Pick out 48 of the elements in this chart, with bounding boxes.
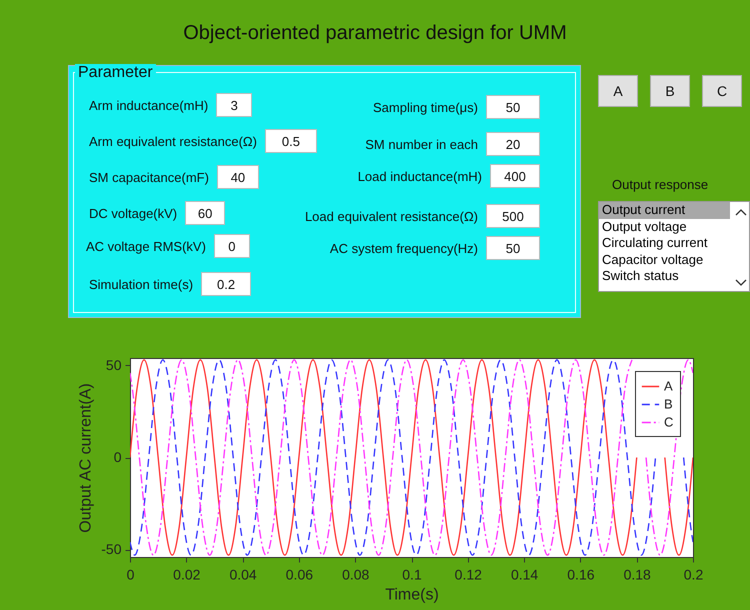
- x-tick-label: 0.14: [510, 566, 538, 582]
- text: SM capacitance(mF): [89, 170, 209, 184]
- text-field: 20: [486, 132, 540, 156]
- text: Simulation time(s): [89, 276, 194, 292]
- x-tick-label: 0.1: [402, 566, 422, 582]
- x-tick-label: 0: [126, 566, 135, 582]
- text-field: 50: [486, 95, 540, 119]
- list-box: Output current Output voltage Circulating current Capacitor voltage Switch status: [598, 201, 750, 292]
- legend-label: B: [664, 396, 673, 412]
- text: AC system frequency(Hz): [330, 240, 478, 256]
- y-tick-label: 0: [114, 449, 122, 465]
- text: Load equivalent resistance(Ω): [304, 208, 478, 224]
- text: Arm inductance(mH): [89, 98, 208, 112]
- text: DC voltage(kV): [89, 206, 178, 220]
- text: SM number in each: [365, 136, 478, 152]
- text: Output response: [612, 177, 708, 192]
- text-field: 400: [490, 164, 540, 188]
- button: B: [650, 75, 690, 107]
- text: AC voltage RMS(kV): [86, 238, 206, 254]
- x-tick-label: 0.12: [454, 566, 482, 582]
- text: Sampling time(μs): [372, 100, 478, 114]
- text: Arm equivalent resistance(Ω): [89, 134, 257, 148]
- text: Parameter: [75, 64, 156, 82]
- text-field: 50: [486, 236, 540, 260]
- x-tick-label: 0.02: [173, 566, 201, 582]
- text-field: 0.2: [201, 272, 252, 296]
- x-tick-label: 0.18: [624, 566, 652, 582]
- text: Load inductance(mH): [358, 168, 482, 184]
- button: C: [702, 75, 742, 107]
- y-tick-label: 50: [106, 356, 122, 373]
- y-tick-label: -50: [101, 541, 122, 558]
- x-tick-label: 0.16: [567, 566, 595, 582]
- text-field: 40: [216, 165, 259, 189]
- text-field: 0: [214, 234, 250, 258]
- x-axis-title: Time(s): [385, 586, 439, 604]
- text-field: 3: [216, 93, 252, 117]
- x-tick-label: 0.04: [229, 566, 257, 582]
- x-tick-label: 0.08: [342, 566, 370, 582]
- x-tick-label: 0.06: [286, 566, 314, 582]
- text-field: 0.5: [264, 129, 317, 153]
- text-field: 60: [185, 201, 226, 225]
- x-tick-label: 0.2: [684, 566, 704, 582]
- legend-label: A: [664, 378, 673, 394]
- text-field: 500: [486, 204, 540, 228]
- text: Object-oriented parametric design for UMM: [182, 22, 568, 45]
- legend-label: C: [664, 414, 674, 430]
- button: A: [598, 75, 638, 107]
- y-axis-title: Output AC current(A): [77, 383, 94, 533]
